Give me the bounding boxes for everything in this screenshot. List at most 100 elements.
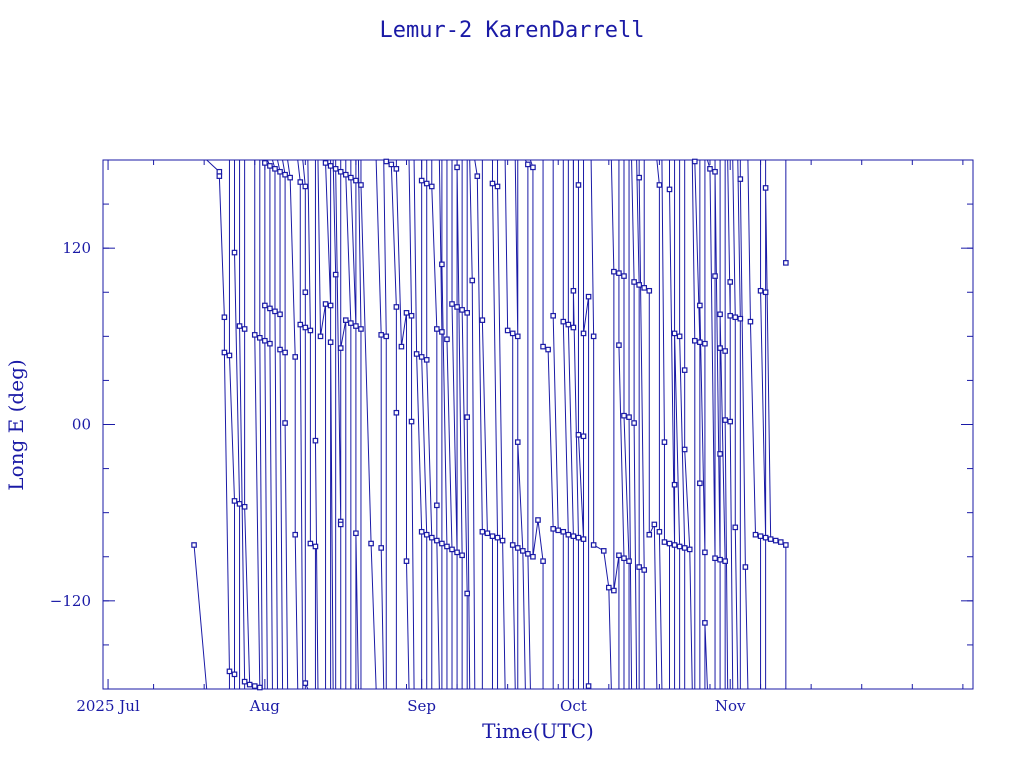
data-point	[413, 351, 420, 357]
data-point	[585, 683, 592, 689]
data-point	[322, 160, 329, 166]
data-point	[231, 498, 238, 504]
data-point	[590, 542, 597, 548]
data-point	[530, 164, 536, 171]
data-point	[651, 521, 658, 528]
data-point	[332, 271, 339, 278]
data-point	[585, 293, 592, 300]
data-point	[216, 168, 223, 175]
data-point	[434, 326, 440, 332]
data-point	[282, 420, 288, 426]
data-point	[540, 558, 546, 564]
data-point	[327, 163, 334, 169]
data-point	[474, 173, 481, 179]
y-axis-label: Long E (deg)	[4, 359, 28, 490]
x-tick-label: Aug	[249, 697, 280, 715]
data-point	[479, 317, 486, 323]
data-point	[302, 289, 309, 296]
data-point	[322, 301, 329, 307]
data-point	[717, 311, 723, 318]
data-point	[449, 546, 455, 553]
data-point	[262, 160, 268, 166]
data-point	[272, 308, 278, 315]
data-point	[671, 330, 678, 337]
data-point	[565, 321, 572, 328]
data-point	[717, 451, 723, 457]
data-point	[762, 534, 769, 541]
data-point	[226, 668, 233, 675]
data-point	[449, 301, 455, 307]
data-point	[251, 683, 258, 689]
data-point	[307, 327, 314, 334]
data-point	[277, 168, 283, 175]
data-point	[550, 312, 556, 319]
data-point	[312, 437, 319, 444]
data-point	[676, 543, 683, 550]
data-point	[692, 337, 698, 344]
data-point	[570, 324, 577, 331]
data-point	[262, 302, 268, 309]
data-point	[702, 620, 708, 626]
data-point	[393, 409, 400, 416]
data-point	[353, 530, 359, 537]
data-point	[257, 335, 263, 341]
data-point	[337, 345, 344, 351]
data-point	[666, 186, 673, 193]
data-point	[636, 174, 642, 181]
data-point	[722, 417, 728, 423]
data-point	[722, 348, 728, 354]
data-point	[423, 357, 430, 363]
data-point	[767, 536, 774, 542]
y-tick-label: −120	[50, 592, 91, 610]
data-point	[297, 321, 304, 328]
data-point	[241, 678, 248, 685]
data-point	[418, 354, 425, 360]
data-point	[368, 540, 374, 547]
data-point	[383, 333, 390, 340]
data-point	[783, 260, 789, 266]
data-point	[464, 414, 470, 420]
data-point	[342, 171, 349, 178]
data-point	[251, 332, 258, 338]
data-point	[428, 183, 435, 190]
data-point	[732, 524, 739, 531]
data-point	[702, 340, 708, 347]
data-point	[570, 533, 577, 539]
data-point	[439, 540, 445, 547]
data-point	[777, 539, 784, 545]
data-point	[616, 552, 622, 559]
y-tick-label: 00	[72, 416, 91, 434]
data-point	[525, 551, 531, 557]
data-points	[191, 158, 789, 691]
data-point	[241, 326, 248, 332]
data-point	[641, 285, 648, 291]
data-point	[530, 553, 536, 560]
data-point	[509, 542, 516, 548]
data-point	[327, 339, 334, 346]
data-point	[393, 166, 400, 172]
data-point	[383, 158, 390, 165]
data-point	[762, 289, 769, 296]
data-point	[418, 177, 425, 184]
data-point	[575, 431, 582, 438]
data-point	[403, 310, 410, 316]
data-point	[540, 343, 546, 350]
data-point	[611, 268, 617, 275]
x-tick-label: 2025 Jul	[76, 697, 140, 715]
data-point	[514, 333, 521, 340]
data-point	[353, 177, 359, 184]
data-point	[226, 352, 233, 359]
data-point	[272, 166, 278, 172]
data-point	[560, 528, 567, 535]
data-point	[337, 521, 344, 528]
data-point	[722, 558, 728, 564]
data-point	[231, 671, 238, 678]
data-point	[332, 166, 339, 172]
data-point	[292, 354, 299, 360]
x-tick-label: Oct	[560, 697, 587, 715]
data-point	[590, 333, 597, 340]
data-point	[742, 564, 749, 570]
data-point	[302, 183, 309, 190]
data-point	[287, 174, 293, 181]
